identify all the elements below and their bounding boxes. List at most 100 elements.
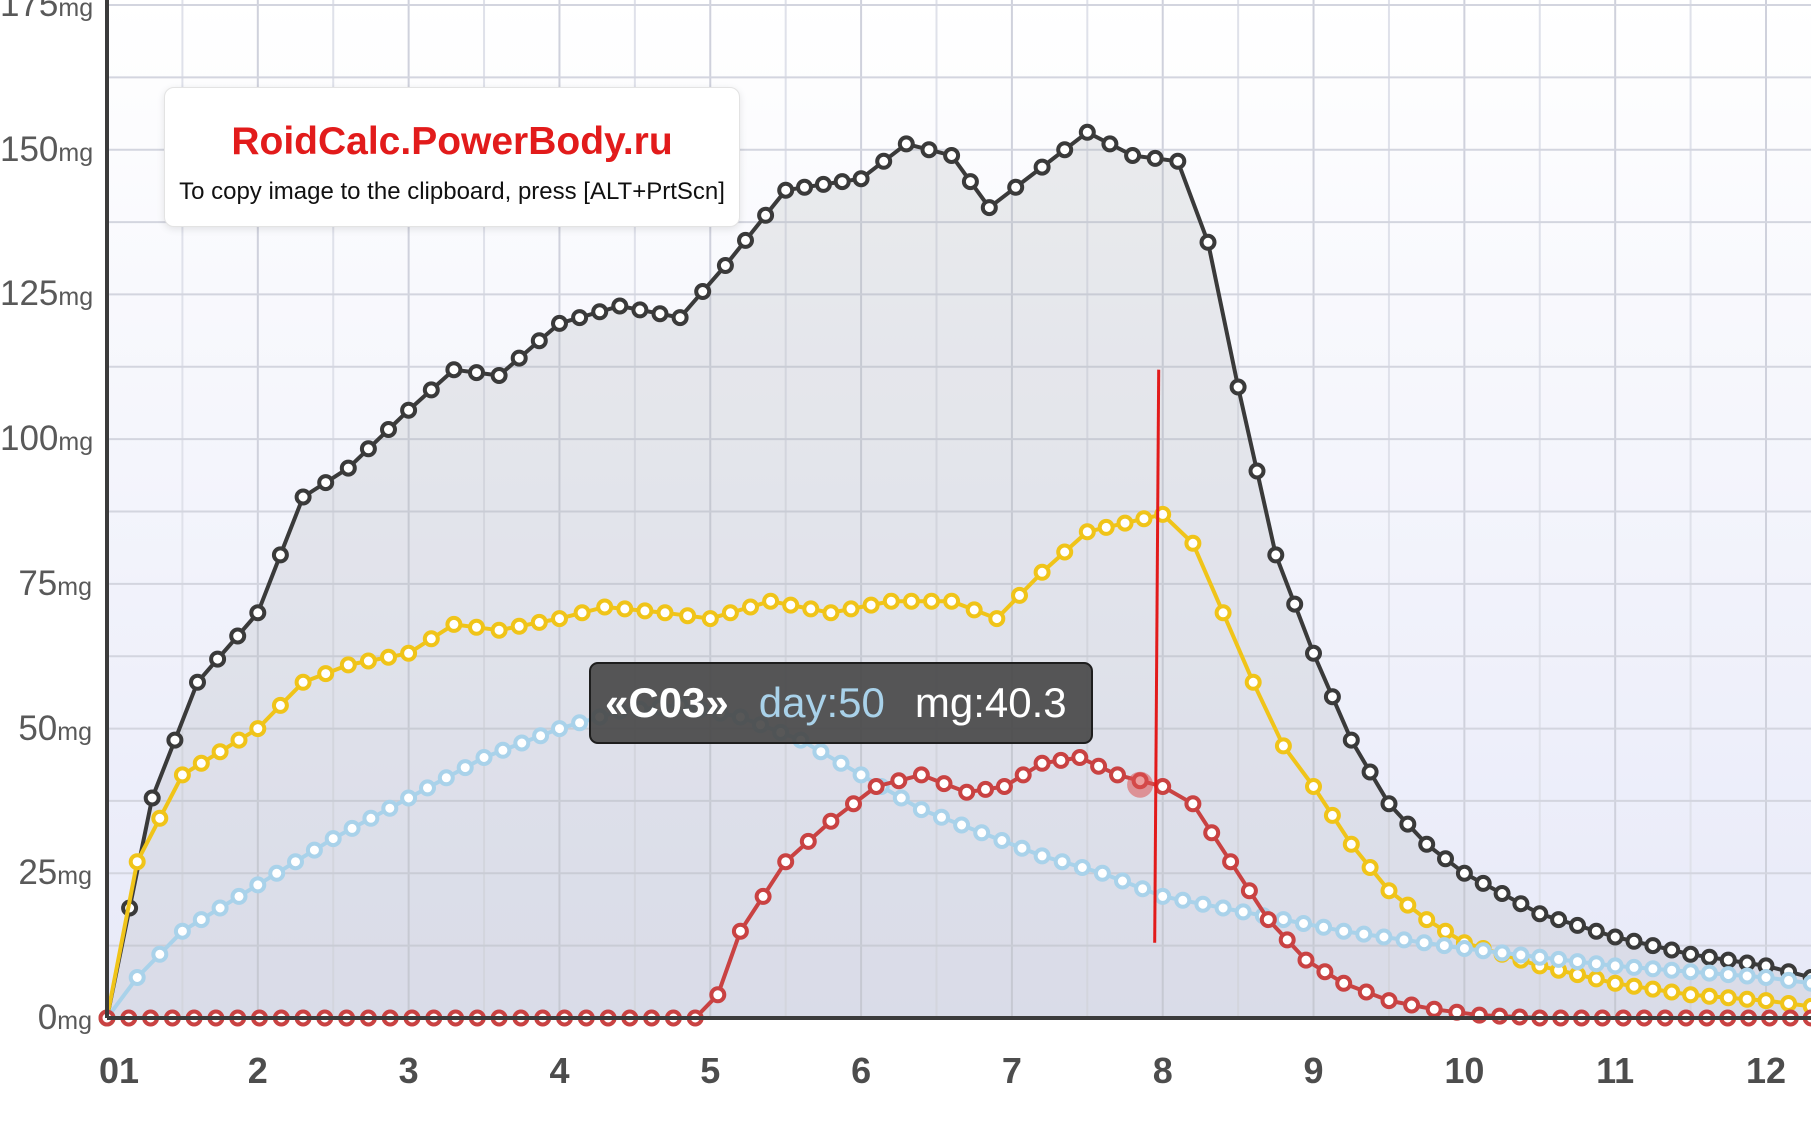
data-point: [709, 986, 727, 1004]
data-point: [1663, 961, 1681, 979]
data-point: [1305, 644, 1322, 662]
data-point: [1033, 754, 1051, 772]
tooltip-series-name: «C03»: [605, 679, 729, 726]
data-point: [551, 610, 568, 628]
data-point: [897, 135, 915, 153]
y-tick-unit: mg: [58, 138, 94, 167]
data-point: [762, 592, 780, 610]
data-point: [822, 812, 840, 830]
data-point: [1587, 970, 1605, 988]
data-point: [1184, 795, 1202, 813]
data-point: [1093, 864, 1111, 882]
data-point: [445, 361, 463, 379]
data-point: [1090, 757, 1108, 775]
data-point: [1297, 951, 1315, 969]
data-point: [1078, 123, 1096, 141]
data-point: [631, 301, 649, 319]
data-point: [965, 601, 983, 619]
data-point: [1682, 945, 1700, 963]
data-point: [1375, 928, 1393, 946]
data-point: [1625, 932, 1643, 950]
data-point: [636, 602, 654, 620]
data-point: [173, 922, 191, 940]
data-point: [1071, 749, 1089, 766]
data-point: [445, 615, 463, 633]
data-point: [1493, 944, 1511, 962]
y-tick-label: 75mg: [0, 564, 92, 604]
data-point: [1134, 880, 1152, 898]
data-point: [802, 600, 820, 618]
y-tick-unit: mg: [58, 428, 94, 457]
data-point: [611, 297, 629, 315]
data-point: [1116, 514, 1134, 532]
data-point: [742, 598, 759, 616]
data-point: [1199, 233, 1217, 251]
data-point: [1014, 766, 1032, 784]
data-point: [882, 592, 900, 610]
data-point: [1380, 882, 1398, 900]
data-point: [1474, 942, 1492, 960]
y-tick-value: 25: [18, 853, 58, 893]
data-point: [1395, 931, 1413, 949]
data-point: [1315, 918, 1333, 936]
data-point: [1700, 948, 1718, 966]
data-point: [294, 488, 312, 506]
data-point: [571, 714, 589, 732]
data-point: [151, 945, 169, 963]
data-point: [1335, 922, 1353, 940]
data-point: [656, 604, 674, 622]
data-point: [1101, 135, 1119, 153]
data-point: [777, 853, 795, 871]
data-point: [229, 627, 247, 645]
data-point: [596, 598, 614, 616]
data-point: [1184, 534, 1202, 552]
data-point: [862, 596, 880, 614]
data-point: [1606, 974, 1624, 992]
y-tick-value: 0: [37, 998, 58, 1037]
data-point: [1757, 992, 1775, 1010]
data-point: [530, 613, 548, 631]
data-point: [1146, 149, 1164, 167]
data-point: [380, 421, 397, 438]
data-point: [1399, 815, 1417, 833]
data-point: [1305, 778, 1322, 795]
data-point: [230, 887, 248, 905]
data-point: [1663, 941, 1681, 959]
data-point: [1052, 751, 1070, 769]
data-point: [532, 727, 550, 745]
x-tick-label: 7: [1001, 1050, 1022, 1091]
data-point: [317, 665, 335, 683]
data-point: [1644, 937, 1662, 955]
data-point: [721, 604, 739, 622]
data-point: [1203, 824, 1221, 842]
data-point: [211, 743, 229, 761]
data-point: [530, 332, 548, 350]
data-point: [1437, 850, 1454, 868]
data-point: [1380, 795, 1398, 813]
data-point: [211, 899, 229, 917]
data-point: [1474, 874, 1492, 892]
data-point: [400, 401, 418, 419]
x-tick-label: 2: [247, 1050, 268, 1091]
data-point: [1550, 950, 1568, 968]
data-point: [832, 754, 850, 772]
y-tick-label: 100mg: [0, 419, 94, 459]
data-point: [1625, 977, 1643, 995]
data-point: [359, 440, 377, 458]
data-point: [995, 778, 1013, 795]
data-point: [1240, 882, 1258, 900]
data-point: [1587, 922, 1605, 940]
data-point: [902, 592, 920, 610]
data-point: [1056, 141, 1074, 159]
data-point: [1007, 178, 1025, 196]
data-point: [731, 922, 749, 940]
data-point: [1415, 934, 1433, 952]
y-tick-unit: mg: [57, 717, 92, 746]
data-point: [268, 864, 286, 882]
data-point: [694, 283, 712, 300]
y-tick-unit: mg: [57, 572, 92, 601]
data-point: [128, 853, 146, 871]
data-point: [1316, 963, 1334, 981]
data-point: [166, 731, 184, 749]
